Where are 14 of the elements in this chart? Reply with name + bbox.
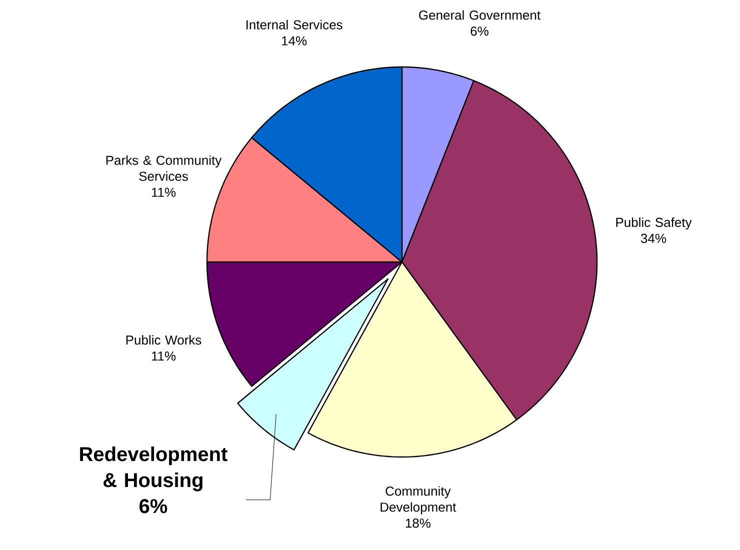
data-label: 6% xyxy=(470,26,488,36)
slice-label: Redevelopment & Housing xyxy=(80,446,228,492)
data-label: 34% xyxy=(640,234,666,243)
slice-label: Parks & Community Services xyxy=(106,155,222,181)
data-label: 14% xyxy=(282,36,307,46)
data-label: 18% xyxy=(406,518,430,528)
data-label: 11% xyxy=(152,352,176,361)
data-label: 11% xyxy=(152,188,176,197)
slice-label: Community Development xyxy=(380,486,456,514)
slice-label: General Government xyxy=(419,10,540,20)
slice-label: Internal Services xyxy=(246,20,342,30)
slice-label: Public Safety xyxy=(616,217,692,230)
data-label: 6% xyxy=(139,499,168,514)
slice-label: Public Works xyxy=(126,335,202,345)
